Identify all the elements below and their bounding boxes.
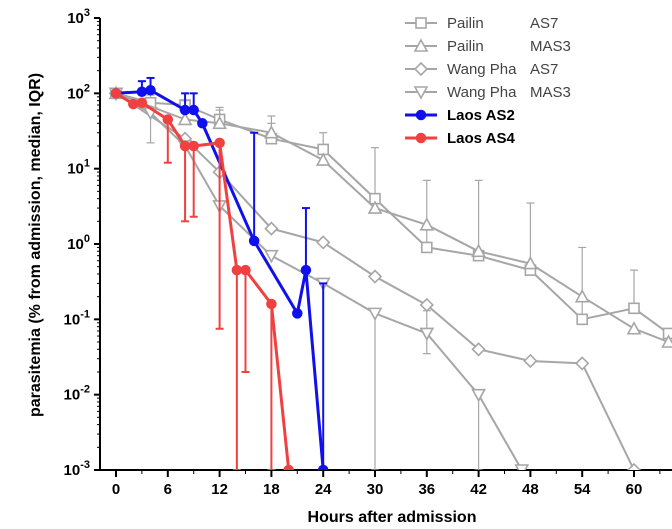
x-tick-label: 0 [112, 481, 120, 498]
data-point [264, 125, 279, 139]
x-tick-label: 30 [367, 481, 384, 498]
data-point [575, 356, 590, 371]
series-pailin-mas3 [108, 85, 672, 348]
data-point [300, 264, 312, 276]
series-line [115, 92, 291, 470]
y-axis-title: parasitemia (% from admission, median, I… [27, 73, 44, 417]
data-point [576, 313, 589, 326]
series-line [115, 92, 637, 470]
y-tick-label: 10-1 [64, 308, 90, 328]
legend-label: Pailin [447, 15, 484, 32]
series-layer [108, 76, 672, 483]
legend-code: AS7 [530, 61, 558, 78]
legend: Pailin AS7 Pailin MAS3 Wang Pha AS7 Wang Pha MA… [405, 15, 571, 147]
data-point [626, 462, 642, 470]
data-point [188, 140, 199, 152]
data-point [523, 353, 538, 369]
data-point [212, 115, 227, 130]
legend-marker [413, 61, 429, 77]
data-point [145, 84, 156, 96]
legend-entry-wang-pha-as7: Wang Pha AS7 [405, 61, 558, 78]
data-point [248, 235, 260, 247]
x-tick-label: 24 [315, 481, 332, 498]
x-tick-label: 18 [263, 481, 280, 498]
data-point [645, 471, 657, 483]
data-point [136, 97, 148, 108]
data-point [136, 86, 148, 97]
data-point [197, 118, 208, 129]
y-tick-label: 101 [67, 158, 90, 178]
data-point [179, 140, 191, 152]
data-point [214, 137, 225, 149]
y-tick-label: 103 [67, 7, 90, 27]
legend-marker [415, 17, 427, 29]
legend-entry-wang-pha-mas3: Wang Pha MAS3 [405, 84, 571, 101]
data-point [177, 111, 193, 126]
series-line [115, 92, 669, 343]
x-tick-label: 12 [211, 481, 228, 498]
axes: 103 102 101 100 10-1 10-2 10-3 0 6 12 18 24 30 36 42 48… [64, 7, 672, 498]
legend-entry-pailin-mas3: Pailin MAS3 [405, 38, 571, 55]
data-point [523, 255, 538, 270]
data-point [628, 302, 640, 315]
x-tick-label: 48 [522, 481, 539, 498]
data-point [367, 307, 383, 322]
y-tick-label: 102 [67, 82, 90, 102]
legend-label: Laos AS2 [447, 107, 515, 124]
y-tick-label: 10-3 [64, 459, 90, 479]
data-point [367, 269, 383, 284]
legend-marker [413, 38, 429, 52]
data-point [420, 241, 433, 254]
data-point [317, 464, 329, 470]
legend-code: MAS3 [530, 38, 571, 55]
data-point [419, 217, 435, 231]
data-point [419, 327, 435, 342]
legend-entry-laos-as2: Laos AS2 [405, 107, 515, 124]
data-point [514, 464, 530, 470]
legend-label: Wang Pha [447, 84, 517, 101]
data-point [128, 98, 139, 110]
data-point [264, 221, 279, 236]
data-point [316, 235, 331, 250]
legend-entry-laos-as4: Laos AS4 [405, 130, 515, 147]
data-point [574, 288, 590, 303]
x-tick-label: 54 [574, 481, 591, 498]
legend-label: Wang Pha [447, 61, 517, 78]
data-point [626, 321, 642, 335]
data-point [283, 464, 294, 470]
x-tick-label: 36 [418, 481, 435, 498]
data-point [179, 104, 191, 116]
data-point [471, 342, 486, 357]
legend-code: MAS3 [530, 84, 571, 101]
data-point [471, 388, 486, 403]
legend-label: Laos AS4 [447, 130, 515, 147]
data-point [315, 152, 331, 166]
x-tick-label: 60 [626, 481, 643, 498]
data-point [367, 200, 383, 214]
legend-marker [415, 132, 427, 144]
data-point [231, 264, 243, 276]
legend-code: AS7 [530, 15, 558, 32]
data-point [188, 104, 199, 116]
x-axis-title: Hours after admission [308, 509, 477, 526]
series-laos-as2 [110, 76, 329, 470]
x-tick-label: 6 [164, 481, 172, 498]
data-point [162, 114, 174, 125]
y-tick-label: 100 [67, 233, 90, 253]
legend-marker [415, 109, 427, 121]
x-tick-label: 42 [470, 481, 487, 498]
legend-marker [413, 86, 429, 100]
legend-entry-pailin-as7: Pailin AS7 [405, 15, 558, 32]
data-point [240, 264, 251, 276]
data-point [264, 249, 279, 264]
data-point [266, 298, 277, 310]
data-point [110, 88, 122, 99]
legend-label: Pailin [447, 38, 484, 55]
y-tick-label: 10-2 [64, 384, 90, 404]
data-point [471, 243, 486, 258]
data-point [292, 308, 303, 319]
series-laos-as4 [110, 88, 294, 470]
